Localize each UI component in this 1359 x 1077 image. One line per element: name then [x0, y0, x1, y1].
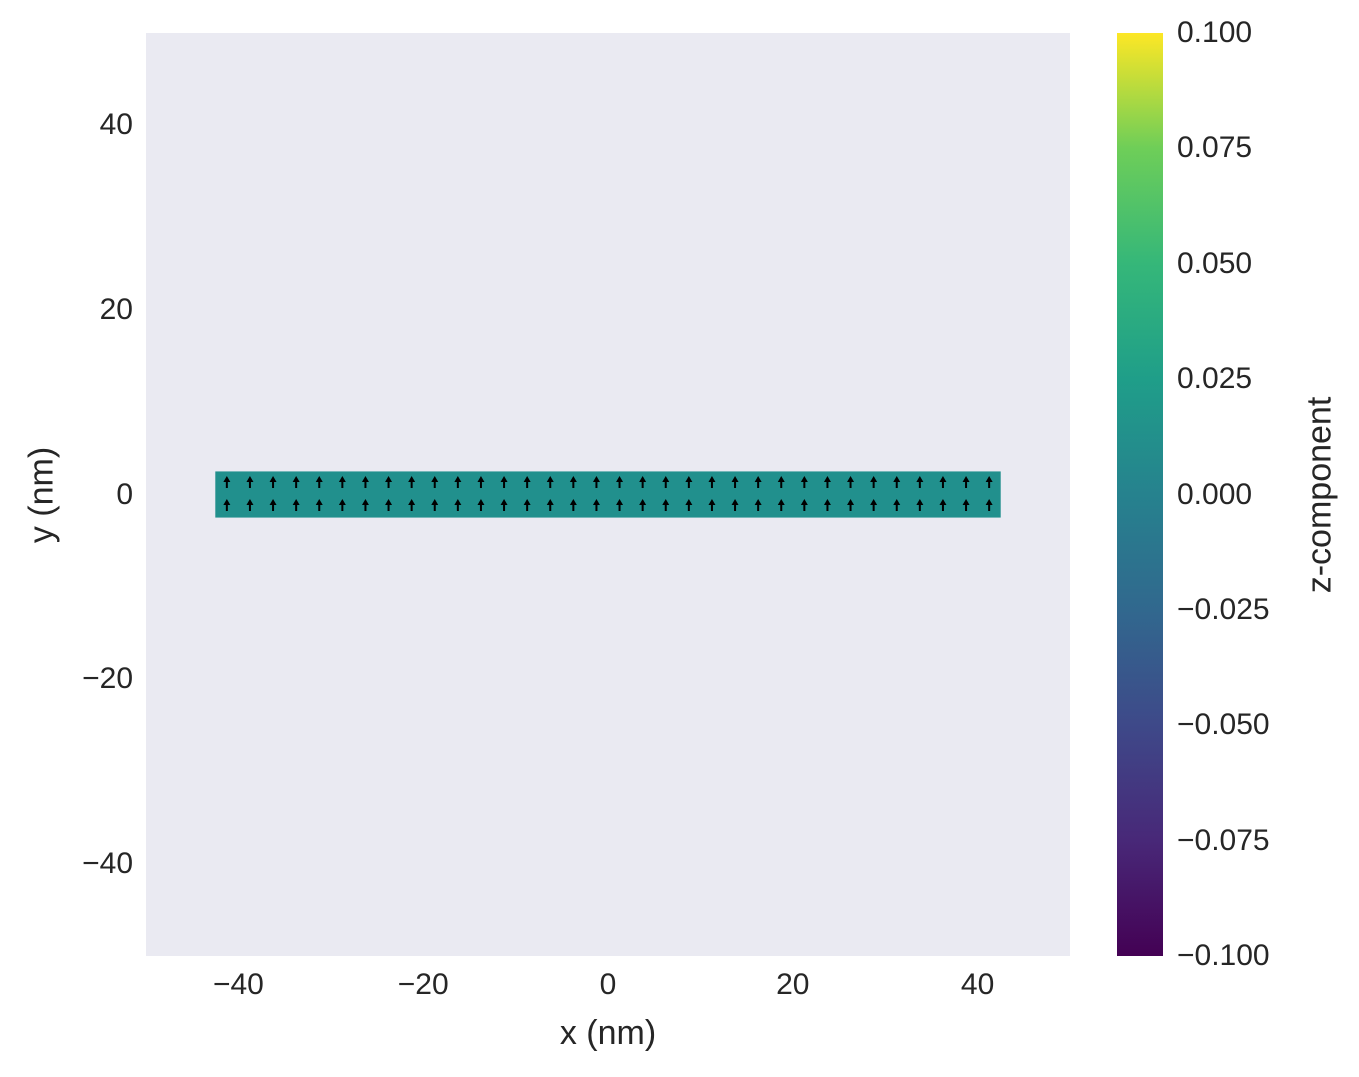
colorbar-tick-label: −0.050	[1177, 708, 1270, 742]
vector-arrow-icon	[893, 475, 901, 488]
vector-arrow-icon	[408, 475, 416, 488]
x-tick-label: −20	[397, 968, 449, 1001]
vector-arrow-icon	[800, 475, 808, 488]
vector-arrow-icon	[546, 475, 554, 488]
colorbar-tick-label: −0.025	[1177, 592, 1270, 626]
vector-arrow-icon	[500, 499, 508, 512]
vector-arrow-icon	[893, 499, 901, 512]
vector-arrow-icon	[962, 499, 970, 512]
vector-arrow-icon	[500, 475, 508, 488]
vector-arrow-icon	[939, 499, 947, 512]
vector-arrow-icon	[546, 499, 554, 512]
vector-arrow-icon	[662, 499, 670, 512]
vector-arrow-icon	[454, 475, 462, 488]
vector-arrow-icon	[916, 499, 924, 512]
vector-arrow-icon	[223, 499, 231, 512]
colorbar-tick-label: −0.075	[1177, 823, 1270, 857]
vector-arrow-icon	[361, 499, 369, 512]
vector-arrow-icon	[269, 475, 277, 488]
vector-arrow-icon	[292, 475, 300, 488]
vector-arrow-icon	[246, 475, 254, 488]
x-tick-label: 20	[776, 968, 810, 1001]
vector-arrow-icon	[708, 475, 716, 488]
y-tick-label: 0	[116, 477, 133, 511]
vector-arrow-icon	[823, 475, 831, 488]
vector-arrow-icon	[338, 475, 346, 488]
vector-arrow-icon	[800, 499, 808, 512]
colorbar-label: z-component	[1300, 396, 1339, 594]
magnetization-plot	[215, 471, 1001, 518]
colorbar-gradient	[1117, 33, 1163, 956]
colorbar-tick-label: 0.075	[1177, 131, 1253, 165]
vector-arrow-icon	[985, 499, 993, 512]
vector-arrow-icon	[616, 499, 624, 512]
vector-arrow-icon	[431, 475, 439, 488]
vector-arrow-icon	[777, 499, 785, 512]
y-tick-label: 20	[99, 292, 133, 326]
vector-arrow-icon	[916, 475, 924, 488]
vector-arrow-icon	[338, 499, 346, 512]
vector-arrow-icon	[385, 475, 393, 488]
vector-arrow-icon	[870, 475, 878, 488]
vector-arrow-icon	[985, 475, 993, 488]
vector-arrow-icon	[639, 499, 647, 512]
vector-arrow-icon	[223, 475, 231, 488]
y-axis-label: y (nm)	[22, 446, 61, 544]
vector-arrow-icon	[847, 475, 855, 488]
vector-arrow-icon	[292, 499, 300, 512]
magnet-region	[215, 471, 1001, 518]
vector-arrow-icon	[569, 475, 577, 488]
vector-arrow-icon	[269, 499, 277, 512]
vector-arrow-icon	[823, 499, 831, 512]
vector-arrow-icon	[361, 475, 369, 488]
plot-area	[146, 33, 1070, 956]
vector-arrow-icon	[731, 499, 739, 512]
colorbar-tick-label: 0.025	[1177, 362, 1253, 396]
vector-arrow-icon	[408, 499, 416, 512]
vector-arrow-icon	[708, 499, 716, 512]
vector-arrow-icon	[754, 499, 762, 512]
colorbar-tick-label: 0.100	[1177, 16, 1253, 49]
vector-arrow-icon	[870, 499, 878, 512]
vector-arrow-icon	[246, 499, 254, 512]
y-tick-label: −40	[82, 846, 133, 880]
vector-arrow-icon	[592, 475, 600, 488]
vector-arrow-icon	[731, 475, 739, 488]
vector-arrow-icon	[639, 475, 647, 488]
x-tick-label: −40	[212, 968, 264, 1001]
vector-arrow-icon	[754, 475, 762, 488]
colorbar	[1117, 33, 1163, 956]
vector-arrow-icon	[315, 475, 323, 488]
vector-arrow-icon	[616, 475, 624, 488]
vector-arrow-icon	[939, 475, 947, 488]
vector-arrow-icon	[523, 499, 531, 512]
x-tick-label: 0	[599, 968, 617, 1001]
colorbar-tick-label: −0.100	[1177, 939, 1270, 972]
vector-arrow-icon	[962, 475, 970, 488]
vector-arrow-icon	[477, 499, 485, 512]
vector-arrow-icon	[431, 499, 439, 512]
vector-arrow-icon	[454, 499, 462, 512]
colorbar-tick-label: 0.050	[1177, 246, 1253, 280]
x-axis-label: x (nm)	[559, 1014, 657, 1052]
vector-arrow-icon	[847, 499, 855, 512]
vector-arrow-icon	[315, 499, 323, 512]
y-tick-label: −20	[82, 662, 133, 696]
vector-arrow-icon	[685, 475, 693, 488]
vector-arrow-icon	[685, 499, 693, 512]
vector-arrow-icon	[385, 499, 393, 512]
x-tick-label: 40	[960, 968, 995, 1001]
vector-arrow-icon	[569, 499, 577, 512]
vector-arrow-icon	[477, 475, 485, 488]
vector-arrow-icon	[523, 475, 531, 488]
vector-arrow-icon	[777, 475, 785, 488]
vector-arrow-icon	[662, 475, 670, 488]
vector-arrow-icon	[592, 499, 600, 512]
colorbar-tick-label: 0.000	[1177, 477, 1253, 511]
y-tick-label: 40	[99, 108, 133, 142]
